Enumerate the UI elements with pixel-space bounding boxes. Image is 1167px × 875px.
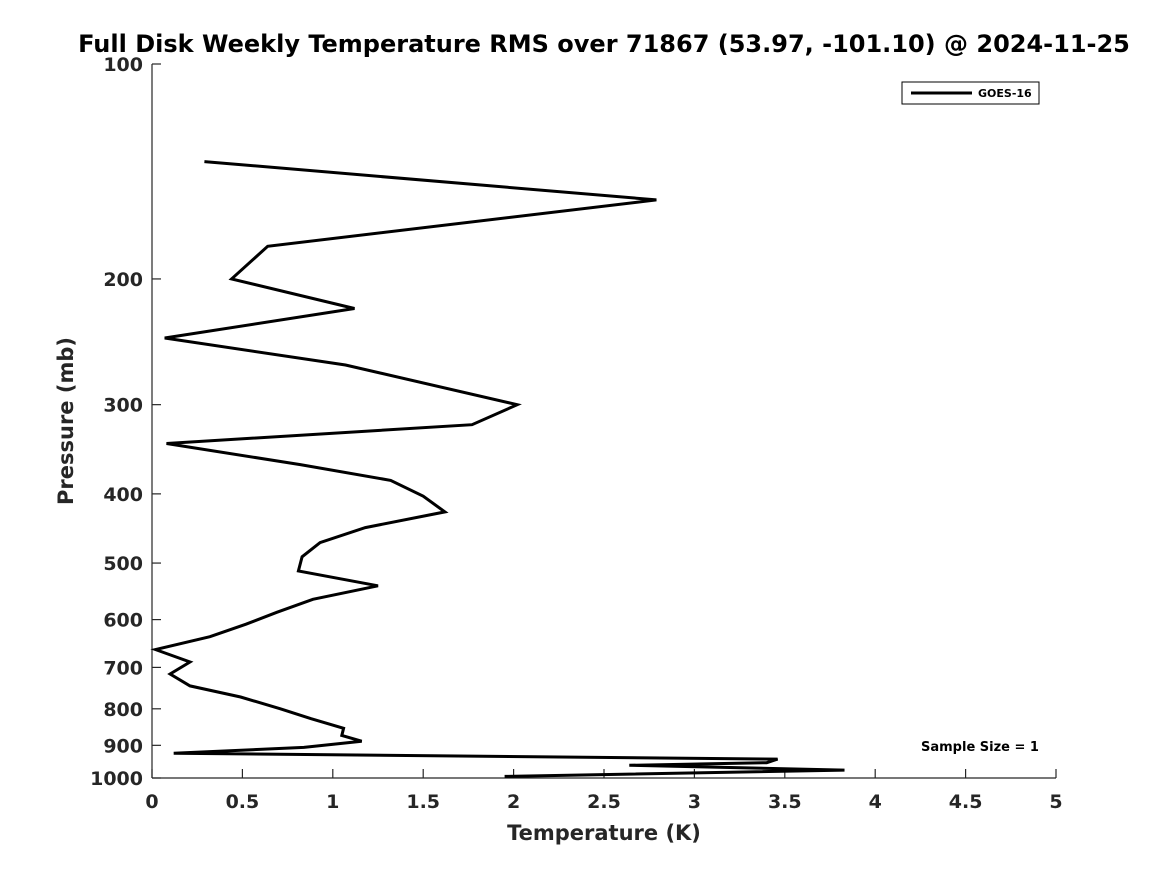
y-tick-label: 500 [103, 553, 143, 575]
y-tick-label: 600 [103, 610, 143, 632]
y-tick-label: 800 [103, 699, 143, 721]
legend-label-goes-16: GOES-16 [978, 87, 1032, 100]
x-tick-label: 1 [326, 791, 339, 813]
y-axis-label: Pressure (mb) [54, 337, 78, 505]
x-tick-label: 3.5 [768, 791, 802, 813]
x-tick-label: 0.5 [226, 791, 260, 813]
y-tick-label: 400 [103, 484, 143, 506]
x-tick-label: 4 [869, 791, 882, 813]
x-tick-label: 4.5 [949, 791, 983, 813]
y-ticks: 100 200 300 400 500 600 700 800 900 1000 [90, 54, 161, 790]
y-tick-label: 100 [103, 54, 143, 76]
y-tick-label: 700 [103, 657, 143, 679]
x-ticks: 0 0.5 1 1.5 2 2.5 3 3.5 4 4.5 5 [145, 769, 1063, 813]
chart-title: Full Disk Weekly Temperature RMS over 71… [78, 30, 1130, 58]
y-tick-label: 300 [103, 395, 143, 417]
x-tick-label: 5 [1049, 791, 1062, 813]
x-tick-label: 1.5 [406, 791, 440, 813]
x-axis-label: Temperature (K) [507, 821, 701, 845]
y-tick-label: 200 [103, 269, 143, 291]
x-tick-label: 3 [688, 791, 701, 813]
x-tick-label: 0 [145, 791, 158, 813]
legend[interactable]: GOES-16 [901, 81, 1040, 105]
series-line-goes-16 [150, 160, 845, 778]
y-tick-label: 900 [103, 735, 143, 757]
y-tick-label: 1000 [90, 768, 143, 790]
sample-size-annotation: Sample Size = 1 [921, 740, 1039, 755]
x-tick-label: 2 [507, 791, 520, 813]
x-tick-label: 2.5 [587, 791, 621, 813]
